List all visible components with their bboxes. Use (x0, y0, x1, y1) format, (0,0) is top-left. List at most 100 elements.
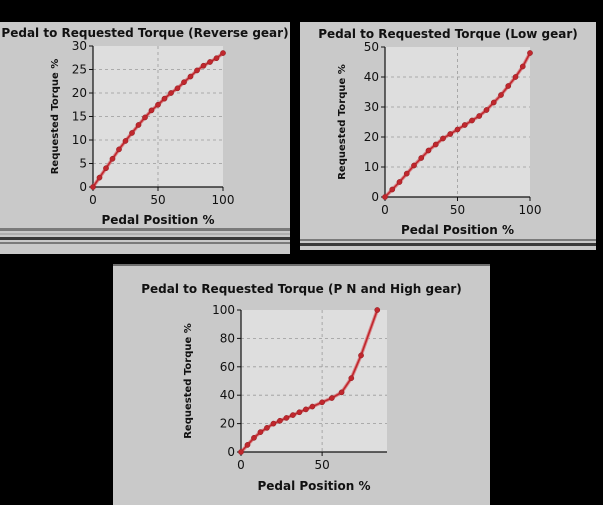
chart-title-low: Pedal to Requested Torque (Low gear) (318, 27, 578, 41)
data-point (319, 399, 325, 406)
x-tick-label: 100 (212, 193, 235, 207)
data-point (251, 434, 257, 441)
data-point (174, 85, 181, 92)
data-point (200, 62, 207, 69)
x-axis-label: Pedal Position % (401, 223, 514, 237)
data-point (483, 107, 490, 113)
y-axis-label: Requested Torque % (337, 64, 348, 180)
data-point (109, 155, 116, 162)
data-point (358, 352, 364, 359)
y-tick-label: 5 (79, 157, 87, 171)
data-point (527, 50, 533, 56)
y-tick-label: 50 (364, 40, 379, 54)
chart-low: 0 10 20 30 40 50 0 50 100 Pedal Position % Request… (337, 40, 542, 237)
y-tick-label: 0 (227, 445, 235, 459)
data-point (296, 409, 303, 416)
data-point (264, 425, 270, 431)
data-point (257, 429, 264, 435)
data-point (476, 113, 483, 119)
y-tick-label: 100 (212, 303, 235, 317)
data-point (90, 184, 96, 190)
data-point (309, 403, 316, 410)
data-point (411, 162, 417, 169)
data-point (490, 99, 497, 106)
data-point (168, 90, 174, 96)
y-tick-label: 40 (220, 388, 235, 402)
data-point (213, 55, 220, 62)
data-point (194, 67, 200, 74)
chart-high: 0 20 40 60 80 100 0 50 Pedal Position % Requested… (183, 303, 387, 493)
data-point (129, 130, 135, 136)
data-point (181, 79, 187, 86)
data-point (512, 74, 519, 80)
x-tick-label: 50 (314, 458, 329, 472)
data-point (447, 131, 454, 137)
data-point (283, 415, 290, 421)
data-point (348, 375, 355, 382)
chart-title-reverse: Pedal to Requested Torque (Reverse gear) (1, 26, 289, 40)
x-tick-label: 0 (89, 193, 97, 207)
y-tick-label: 0 (79, 180, 87, 194)
x-tick-label: 0 (381, 203, 389, 217)
y-tick-label: 10 (364, 160, 379, 174)
data-point (396, 179, 403, 185)
data-point (187, 73, 194, 80)
x-tick-label: 50 (150, 193, 165, 207)
x-axis-label: Pedal Position % (257, 479, 370, 493)
data-point (432, 141, 439, 148)
data-point (440, 135, 446, 142)
data-point (519, 63, 526, 70)
data-point (122, 138, 129, 144)
data-point (103, 165, 109, 172)
y-tick-label: 80 (220, 331, 235, 345)
data-point (220, 50, 226, 56)
y-tick-label: 0 (371, 190, 379, 204)
y-tick-label: 30 (364, 100, 379, 114)
data-point (389, 186, 396, 193)
x-tick-label: 50 (450, 203, 465, 217)
y-tick-label: 20 (72, 86, 87, 100)
data-point (161, 95, 168, 102)
data-point (328, 395, 335, 401)
chart-title-high: Pedal to Requested Torque (P N and High … (141, 282, 462, 296)
data-point (116, 146, 122, 153)
data-point (469, 117, 475, 124)
x-axis-label: Pedal Position % (101, 213, 214, 227)
y-tick-label: 15 (72, 110, 87, 124)
data-point (303, 406, 309, 413)
data-point (505, 83, 512, 89)
data-point (425, 147, 432, 154)
y-axis-label: Requested Torque % (50, 59, 61, 175)
data-point (403, 170, 410, 177)
y-tick-label: 10 (72, 133, 87, 147)
data-point (207, 59, 213, 65)
data-point (290, 412, 296, 418)
data-point (418, 155, 425, 161)
data-point (135, 122, 142, 128)
data-point (96, 174, 103, 181)
data-point (142, 114, 148, 121)
data-point (238, 449, 244, 455)
data-point (148, 107, 155, 114)
data-point (277, 417, 283, 424)
x-tick-label: 100 (519, 203, 542, 217)
y-tick-label: 60 (220, 360, 235, 374)
y-tick-label: 25 (72, 63, 87, 77)
y-tick-label: 40 (364, 70, 379, 84)
chart-panel-low: Pedal to Requested Torque (Low gear) 0 10… (300, 22, 596, 250)
y-tick-label: 30 (72, 39, 87, 53)
y-axis-label: Requested Torque % (183, 323, 194, 439)
y-tick-label: 20 (364, 130, 379, 144)
chart-panel-high: Pedal to Requested Torque (P N and High … (113, 264, 490, 505)
data-point (461, 122, 468, 128)
data-point (374, 307, 381, 313)
data-point (338, 389, 345, 396)
data-point (244, 442, 251, 448)
chart-reverse: 0 5 10 15 20 25 30 0 50 100 Pedal Position % Reques… (50, 39, 235, 227)
data-point (498, 92, 504, 98)
x-tick-label: 0 (237, 458, 245, 472)
data-point (270, 420, 277, 427)
chart-panel-reverse: Pedal to Requested Torque (Reverse gear)… (0, 22, 290, 254)
data-point (382, 194, 388, 200)
y-tick-label: 20 (220, 417, 235, 431)
